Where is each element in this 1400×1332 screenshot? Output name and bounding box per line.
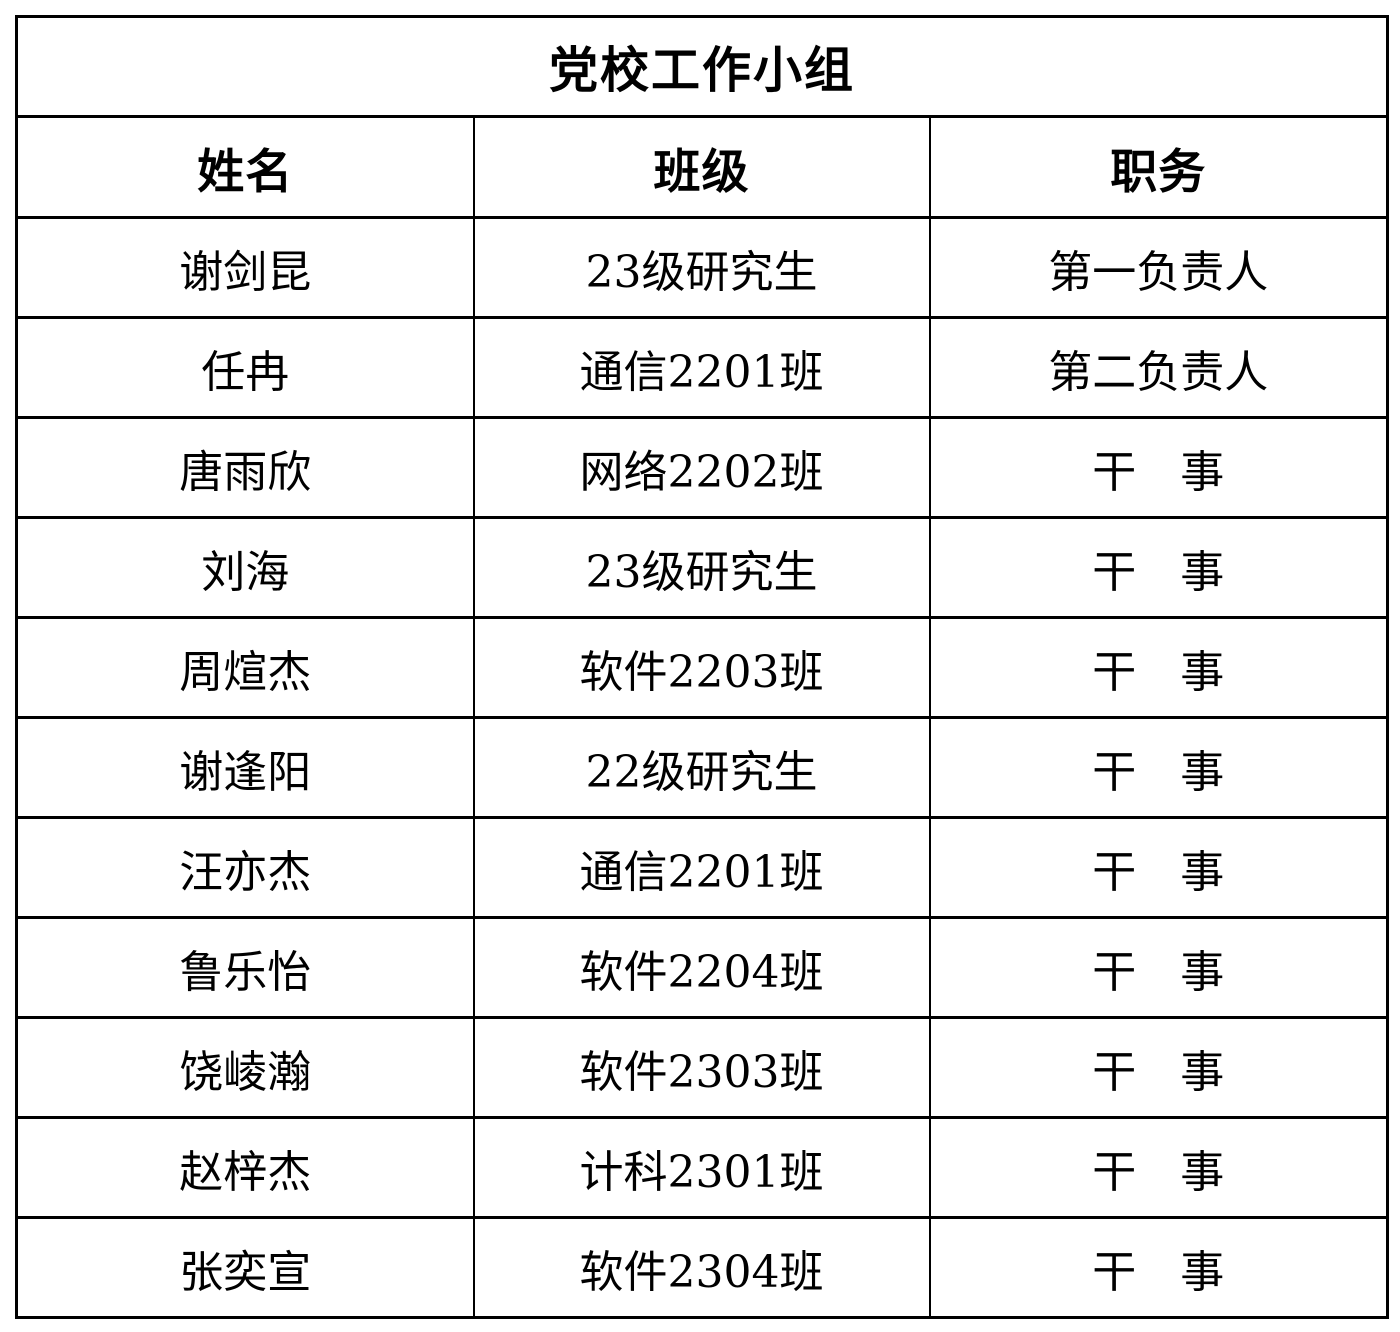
position-cell: 第二负责人 [928, 316, 1389, 419]
table-row: 饶崚瀚 软件2303班 干 事 [15, 1016, 1389, 1119]
class-cell: 22级研究生 [472, 716, 931, 819]
table-title-row: 党校工作小组 [15, 15, 1389, 118]
name-cell: 唐雨欣 [15, 416, 475, 519]
table-row: 赵梓杰 计科2301班 干 事 [15, 1116, 1389, 1219]
position-cell: 干 事 [928, 716, 1389, 819]
table-row: 汪亦杰 通信2201班 干 事 [15, 816, 1389, 919]
position-cell: 干 事 [928, 1016, 1389, 1119]
table-row: 任冉 通信2201班 第二负责人 [15, 316, 1389, 419]
name-cell: 谢剑昆 [15, 216, 475, 319]
table-row: 唐雨欣 网络2202班 干 事 [15, 416, 1389, 519]
class-cell: 计科2301班 [472, 1116, 931, 1219]
position-cell: 干 事 [928, 616, 1389, 719]
position-cell: 干 事 [928, 1116, 1389, 1219]
table-row: 谢剑昆 23级研究生 第一负责人 [15, 216, 1389, 319]
name-cell: 赵梓杰 [15, 1116, 475, 1219]
table-row: 张奕宣 软件2304班 干 事 [15, 1216, 1389, 1319]
class-cell: 软件2204班 [472, 916, 931, 1019]
name-cell: 鲁乐怡 [15, 916, 475, 1019]
table-row: 鲁乐怡 软件2204班 干 事 [15, 916, 1389, 1019]
name-cell: 任冉 [15, 316, 475, 419]
name-cell: 周煊杰 [15, 616, 475, 719]
table-title: 党校工作小组 [15, 15, 1389, 118]
name-cell: 刘海 [15, 516, 475, 619]
class-cell: 网络2202班 [472, 416, 931, 519]
class-cell: 通信2201班 [472, 816, 931, 919]
class-cell: 软件2303班 [472, 1016, 931, 1119]
column-header-class: 班级 [472, 115, 931, 219]
position-cell: 第一负责人 [928, 216, 1389, 319]
table-header-row: 姓名 班级 职务 [15, 115, 1389, 219]
column-header-position: 职务 [928, 115, 1389, 219]
name-cell: 张奕宣 [15, 1216, 475, 1319]
class-cell: 23级研究生 [472, 516, 931, 619]
position-cell: 干 事 [928, 416, 1389, 519]
working-group-table: 党校工作小组 姓名 班级 职务 谢剑昆 23级研究生 第一负责人 任冉 通信22… [15, 15, 1390, 1319]
class-cell: 通信2201班 [472, 316, 931, 419]
class-cell: 软件2203班 [472, 616, 931, 719]
table-row: 周煊杰 软件2203班 干 事 [15, 616, 1389, 719]
position-cell: 干 事 [928, 916, 1389, 1019]
column-header-name: 姓名 [15, 115, 475, 219]
position-cell: 干 事 [928, 516, 1389, 619]
name-cell: 谢逢阳 [15, 716, 475, 819]
class-cell: 软件2304班 [472, 1216, 931, 1319]
table-row: 谢逢阳 22级研究生 干 事 [15, 716, 1389, 819]
name-cell: 饶崚瀚 [15, 1016, 475, 1119]
name-cell: 汪亦杰 [15, 816, 475, 919]
table-row: 刘海 23级研究生 干 事 [15, 516, 1389, 619]
class-cell: 23级研究生 [472, 216, 931, 319]
position-cell: 干 事 [928, 1216, 1389, 1319]
position-cell: 干 事 [928, 816, 1389, 919]
